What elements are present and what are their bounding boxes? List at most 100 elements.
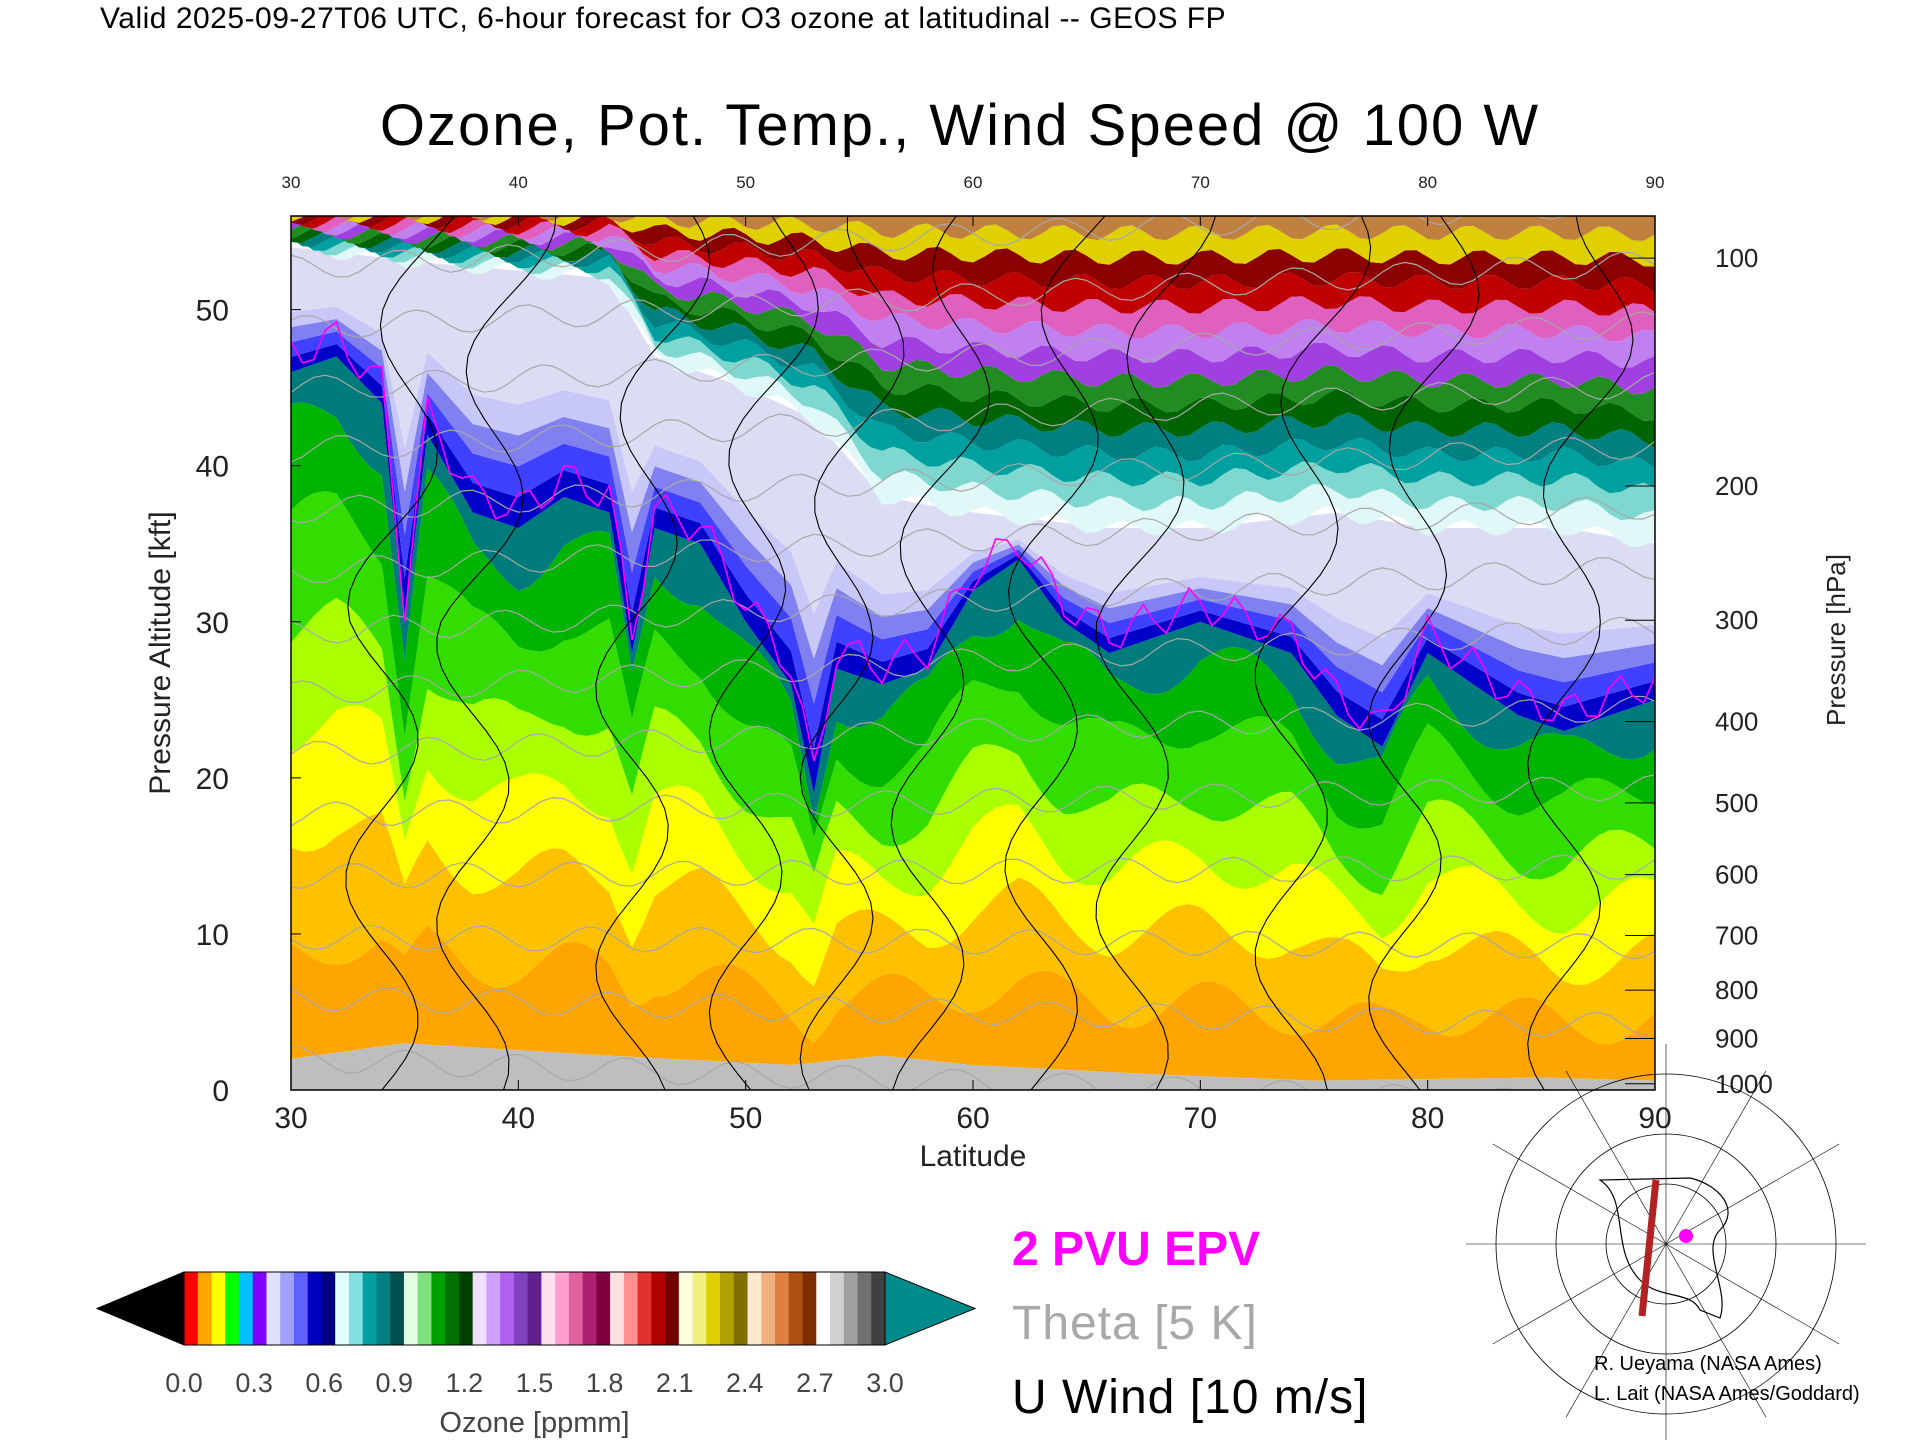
colorbar-swatch [582, 1272, 597, 1345]
colorbar-swatch [775, 1272, 790, 1345]
credit-line-1: R. Ueyama (NASA Ames) [1594, 1353, 1822, 1375]
x-axis-label: Latitude [920, 1140, 1027, 1173]
colorbar-swatch [788, 1272, 804, 1345]
ozone-band-lowerstrat [291, 247, 1655, 638]
ozone-band-tropo-0 [291, 925, 1655, 1081]
colorbar-swatch [417, 1272, 432, 1345]
theta-contour-340 [291, 695, 1655, 765]
x-tick-label: 90 [1638, 1102, 1671, 1135]
legend-theta-label: Theta [5 K] [1012, 1297, 1258, 1350]
ozone-band-tropo-1 [291, 812, 1655, 1045]
colorbar-tick-label: 0.6 [305, 1368, 343, 1398]
ozone-band-tropo-5 [291, 402, 1655, 838]
inset-continent-outline [1598, 1177, 1729, 1319]
colorbar-swatch [376, 1272, 391, 1345]
colorbar-swatch [197, 1272, 212, 1345]
y-axis-label: Pressure Altitude [kft] [144, 511, 177, 794]
u-wind-contour [436, 216, 557, 1090]
theta-contour-410 [291, 251, 1655, 339]
inset-location-marker [1679, 1229, 1693, 1243]
theta-contour-360 [291, 557, 1655, 644]
ozone-band-strat-11 [291, 216, 1655, 267]
u-wind-contour [1254, 216, 1372, 1090]
x-tick-label: 70 [1184, 1102, 1217, 1135]
colorbar-swatch [706, 1272, 721, 1345]
colorbar-tick-label: 1.5 [516, 1368, 554, 1398]
theta-contour-370 [291, 496, 1655, 583]
ozone-band-strat-12 [335, 216, 1655, 241]
u-wind-contour [595, 216, 711, 1090]
x-tick-label: 30 [274, 1102, 307, 1135]
pressure-tick-label: 200 [1715, 471, 1758, 501]
colorbar-swatch [293, 1272, 309, 1345]
colorbar-swatch [390, 1272, 405, 1345]
inset-meridian [1665, 1070, 1767, 1245]
y-tick-label: 50 [196, 295, 229, 328]
top-x-tick-label: 50 [736, 173, 755, 192]
colorbar-swatch [651, 1272, 666, 1345]
pressure-tick-label: 1000 [1715, 1069, 1773, 1099]
colorbar-swatch [500, 1272, 515, 1345]
u-wind-contour [890, 216, 990, 1090]
pressure-tick-label: 100 [1715, 243, 1758, 273]
pressure-tick-label: 600 [1715, 860, 1758, 890]
colorbar-swatch [857, 1272, 872, 1345]
ozone-band-strat-4 [291, 227, 1655, 449]
colorbar-swatch [280, 1272, 295, 1345]
colorbar-title: Ozone [ppmm] [439, 1407, 629, 1439]
colorbar-swatch [747, 1272, 762, 1345]
y-tick-label: 40 [196, 451, 229, 484]
pressure-tick-label: 500 [1715, 788, 1758, 818]
theta-contour-350 [291, 616, 1655, 704]
inset-meridian [1665, 1243, 1767, 1418]
colorbar-swatch [252, 1272, 267, 1345]
colorbar-swatch [527, 1272, 542, 1345]
colorbar-swatch [458, 1272, 474, 1345]
colorbar-swatch [637, 1272, 652, 1345]
colorbar-swatch [472, 1272, 487, 1345]
theta-contour-320 [291, 854, 1655, 889]
colorbar-over-arrow [884, 1271, 977, 1346]
ozone-color-field [291, 216, 1655, 1090]
colorbar-swatch [596, 1272, 611, 1345]
ozone-band-strat-3 [291, 231, 1655, 470]
u-wind-contour [1095, 216, 1217, 1090]
ozone-band-tropo-3 [291, 598, 1655, 939]
ozone-band-tropopause-3 [291, 306, 1655, 666]
colorbar-swatch [733, 1272, 749, 1345]
colorbar-swatch [321, 1272, 336, 1345]
colorbar-swatch [184, 1272, 199, 1345]
credit-line-2: L. Lait (NASA Ames/Goddard) [1594, 1383, 1860, 1405]
colorbar-swatch [513, 1272, 529, 1345]
legend-u-wind-label: U Wind [10 m/s] [1012, 1371, 1369, 1424]
colorbar-tick-label: 1.2 [446, 1368, 484, 1398]
colorbar-tick-label: 3.0 [866, 1368, 904, 1398]
ozone-band-strat-9 [291, 216, 1655, 316]
y-tick-label: 20 [196, 763, 229, 796]
colorbar-swatch [225, 1272, 240, 1345]
theta-contour-300 [291, 987, 1655, 1039]
top-x-tick-label: 90 [1646, 173, 1665, 192]
ozone-band-tropopause-0 [291, 344, 1655, 794]
colorbar-swatch [678, 1272, 694, 1345]
pressure-tick-label: 900 [1715, 1023, 1758, 1053]
ozone-colorbar: 0.0 0.3 0.6 0.9 1.2 1.5 1.8 2.1 2.4 2.7 3.0 Ozone [… [95, 1271, 977, 1439]
inset-meridian [1665, 1143, 1840, 1245]
inset-location-map [1466, 1044, 1866, 1440]
colorbar-swatch [610, 1272, 625, 1345]
colorbar-swatch [238, 1272, 254, 1345]
u-wind-contour [1004, 216, 1106, 1090]
colorbar-swatch [623, 1272, 639, 1345]
top-x-tick-label: 80 [1418, 173, 1437, 192]
ozone-band-tropo-2 [291, 705, 1655, 987]
ozone-band-tropo-4 [291, 491, 1655, 895]
ozone-band-tropopause-1 [291, 331, 1655, 749]
y-tick-label: 10 [196, 919, 229, 952]
x-tick-label: 60 [956, 1102, 989, 1135]
pressure-tick-label: 800 [1715, 975, 1758, 1005]
ozone-band-strat-8 [291, 216, 1655, 342]
colorbar-swatch [802, 1272, 817, 1345]
colorbar-swatch [431, 1272, 446, 1345]
colorbar-swatch [555, 1272, 570, 1345]
colorbar-swatch [720, 1272, 735, 1345]
